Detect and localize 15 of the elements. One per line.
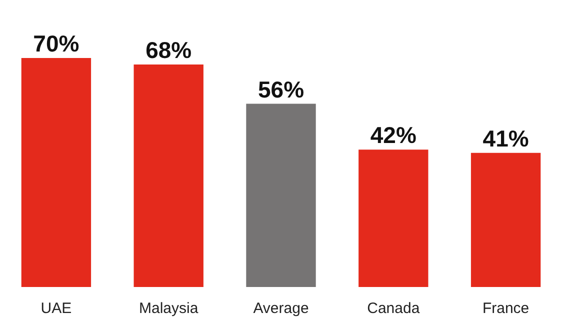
x-tick-label: Average [253,300,309,317]
bar [358,150,428,287]
bar [134,64,204,287]
data-label: 68% [146,37,192,64]
data-label: 42% [370,122,416,148]
bar [470,152,541,287]
bar [246,104,316,287]
bar [21,58,92,287]
x-tick-label: Canada [367,300,420,317]
x-tick-label: Malaysia [139,300,199,317]
data-label: 70% [33,30,80,56]
x-tick-label: UAE [40,300,72,317]
data-label: 41% [482,125,529,152]
data-label: 56% [258,76,304,102]
x-tick-label: France [482,300,530,317]
